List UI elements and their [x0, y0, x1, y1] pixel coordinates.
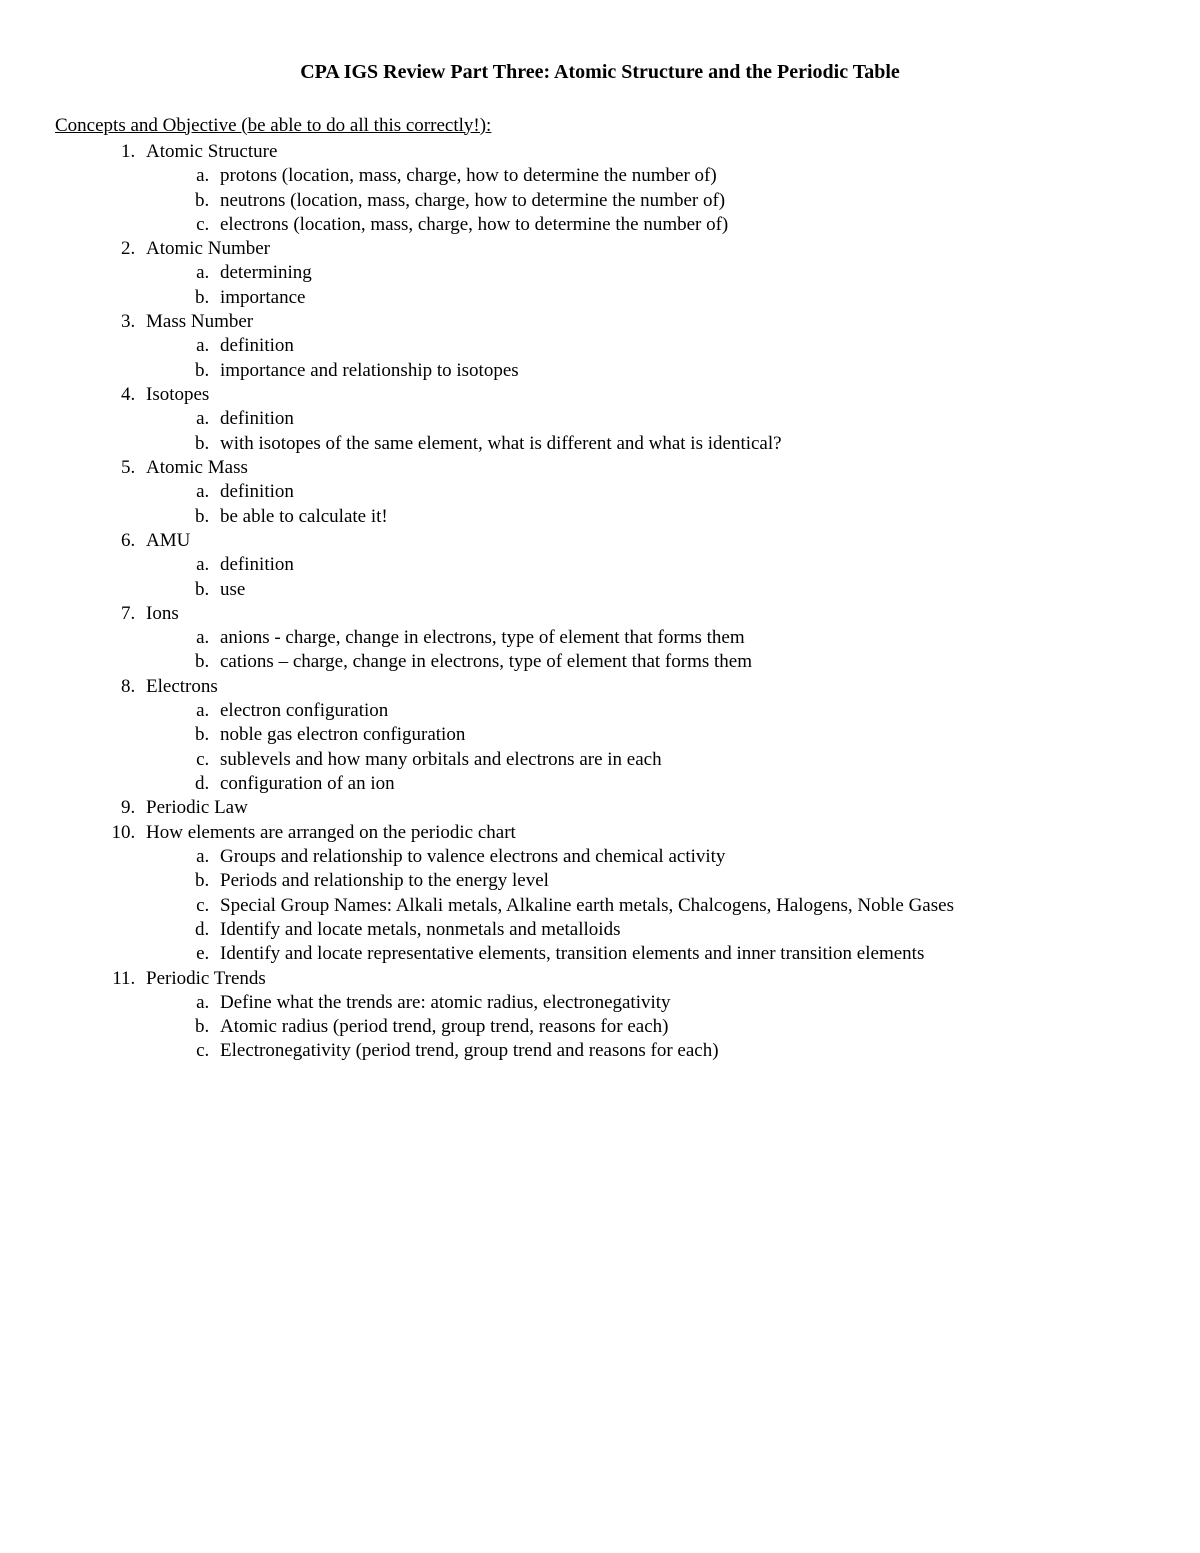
- concepts-list: Atomic Structureprotons (location, mass,…: [55, 140, 1145, 1064]
- sub-list: protons (location, mass, charge, how to …: [146, 164, 1145, 237]
- list-item-label: Atomic Mass: [146, 457, 248, 478]
- sub-list-item: electrons (location, mass, charge, how t…: [214, 213, 1145, 237]
- sub-list-item: definition: [214, 553, 1145, 577]
- sub-list-item: definition: [214, 407, 1145, 431]
- sub-list: Groups and relationship to valence elect…: [146, 845, 1145, 967]
- list-item: Isotopesdefinitionwith isotopes of the s…: [140, 383, 1145, 456]
- sub-list: electron configurationnoble gas electron…: [146, 699, 1145, 796]
- sub-list-item: use: [214, 578, 1145, 602]
- sub-list-item: Define what the trends are: atomic radiu…: [214, 991, 1145, 1015]
- list-item-label: AMU: [146, 530, 190, 551]
- sub-list-item: protons (location, mass, charge, how to …: [214, 164, 1145, 188]
- list-item: Periodic TrendsDefine what the trends ar…: [140, 967, 1145, 1064]
- list-item-label: Periodic Trends: [146, 968, 266, 989]
- sub-list: definitionwith isotopes of the same elem…: [146, 407, 1145, 456]
- sub-list-item: Special Group Names: Alkali metals, Alka…: [214, 894, 1145, 918]
- list-item: Atomic Massdefinitionbe able to calculat…: [140, 456, 1145, 529]
- sub-list-item: determining: [214, 261, 1145, 285]
- list-item-label: Electrons: [146, 676, 218, 697]
- sub-list-item: definition: [214, 480, 1145, 504]
- sub-list: anions - charge, change in electrons, ty…: [146, 626, 1145, 675]
- list-item-label: How elements are arranged on the periodi…: [146, 822, 516, 843]
- section-heading: Concepts and Objective (be able to do al…: [55, 114, 1145, 138]
- sub-list-item: neutrons (location, mass, charge, how to…: [214, 189, 1145, 213]
- list-item: Periodic Law: [140, 796, 1145, 820]
- sub-list: definitionbe able to calculate it!: [146, 480, 1145, 529]
- sub-list-item: importance: [214, 286, 1145, 310]
- sub-list: definitionimportance and relationship to…: [146, 334, 1145, 383]
- list-item: Electronselectron configurationnoble gas…: [140, 675, 1145, 797]
- list-item-label: Atomic Number: [146, 238, 270, 259]
- sub-list-item: Identify and locate metals, nonmetals an…: [214, 918, 1145, 942]
- list-item: Ions anions - charge, change in electrons…: [140, 602, 1145, 675]
- sub-list-item: importance and relationship to isotopes: [214, 359, 1145, 383]
- sub-list-item: Groups and relationship to valence elect…: [214, 845, 1145, 869]
- list-item: Atomic Numberdeterminingimportance: [140, 237, 1145, 310]
- sub-list: determiningimportance: [146, 261, 1145, 310]
- sub-list-item: Atomic radius (period trend, group trend…: [214, 1015, 1145, 1039]
- document-title: CPA IGS Review Part Three: Atomic Struct…: [55, 60, 1145, 86]
- sub-list-item: cations – charge, change in electrons, t…: [214, 650, 1145, 674]
- sub-list-item: be able to calculate it!: [214, 505, 1145, 529]
- list-item: AMUdefinitionuse: [140, 529, 1145, 602]
- sub-list: definitionuse: [146, 553, 1145, 602]
- sub-list-item: electron configuration: [214, 699, 1145, 723]
- list-item: Mass Numberdefinitionimportance and rela…: [140, 310, 1145, 383]
- sub-list-item: definition: [214, 334, 1145, 358]
- list-item-label: Ions: [146, 603, 179, 624]
- list-item-label: Mass Number: [146, 311, 253, 332]
- sub-list-item: configuration of an ion: [214, 772, 1145, 796]
- sub-list-item: Electronegativity (period trend, group t…: [214, 1039, 1145, 1063]
- list-item-label: Periodic Law: [146, 797, 248, 818]
- sub-list-item: sublevels and how many orbitals and elec…: [214, 748, 1145, 772]
- list-item-label: Atomic Structure: [146, 141, 277, 162]
- sub-list-item: Periods and relationship to the energy l…: [214, 869, 1145, 893]
- sub-list-item: anions - charge, change in electrons, ty…: [214, 626, 1145, 650]
- sub-list-item: Identify and locate representative eleme…: [214, 942, 1145, 966]
- list-item-label: Isotopes: [146, 384, 209, 405]
- sub-list-item: with isotopes of the same element, what …: [214, 432, 1145, 456]
- list-item: Atomic Structureprotons (location, mass,…: [140, 140, 1145, 237]
- list-item: How elements are arranged on the periodi…: [140, 821, 1145, 967]
- sub-list-item: noble gas electron configuration: [214, 723, 1145, 747]
- sub-list: Define what the trends are: atomic radiu…: [146, 991, 1145, 1064]
